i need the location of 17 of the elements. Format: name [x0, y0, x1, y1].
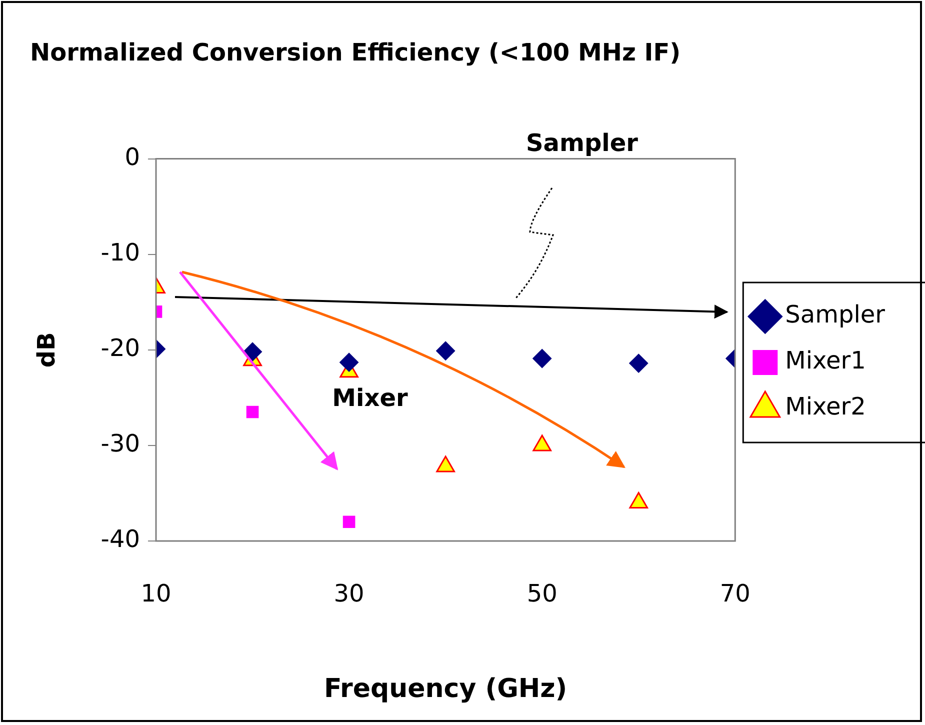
y-tick-label: -20 — [100, 334, 140, 362]
y-tick-label: 0 — [124, 143, 140, 172]
legend-label: Sampler — [785, 300, 886, 329]
legend-label: Mixer2 — [785, 392, 866, 421]
x-tick-label: 10 — [140, 580, 172, 608]
y-axis-title: dB — [32, 332, 61, 368]
annotation: Mixer — [332, 384, 408, 412]
text: Sampler — [526, 129, 638, 158]
y-tick-label: -10 — [100, 238, 140, 267]
x-axis-title: Frequency (GHz) — [324, 674, 568, 704]
x-tick-label: 70 — [720, 580, 750, 608]
x-tick-label: 30 — [334, 580, 364, 608]
x-tick-label: 50 — [526, 580, 558, 608]
y-tick-label: -30 — [100, 430, 140, 458]
chart-title: Normalized Conversion Efficiency (<100 MHz IF) — [30, 38, 681, 67]
legend-label: Mixer1 — [785, 346, 866, 375]
y-tick-label: -40 — [100, 525, 140, 554]
